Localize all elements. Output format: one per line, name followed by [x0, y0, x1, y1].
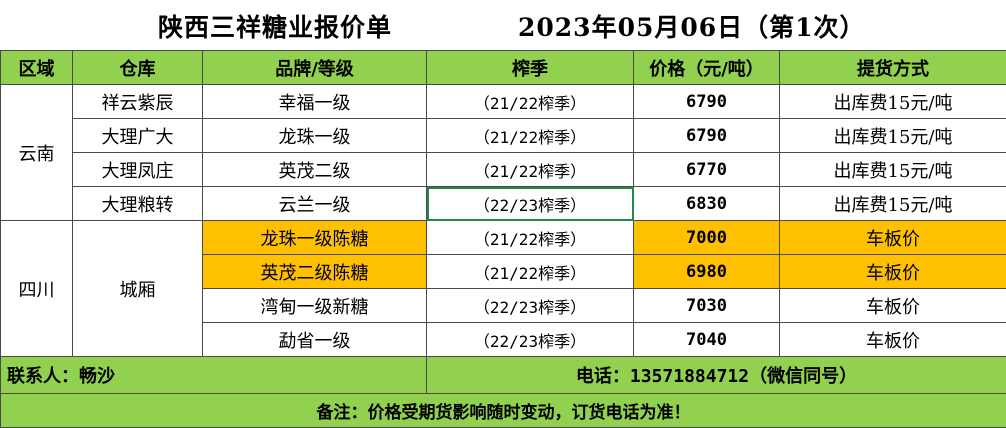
- delivery-cell[interactable]: 车板价: [780, 221, 1006, 255]
- warehouse-cell[interactable]: 大理广大: [73, 119, 203, 153]
- header-region[interactable]: 区域: [1, 51, 73, 85]
- warehouse-cell[interactable]: 城厢: [73, 221, 203, 357]
- note-cell[interactable]: 备注：价格受期货影响随时变动，订货电话为准！: [1, 394, 1006, 428]
- header-warehouse[interactable]: 仓库: [73, 51, 203, 85]
- phone-note: （微信同号）: [749, 366, 857, 387]
- delivery-cell[interactable]: 车板价: [780, 289, 1006, 323]
- price-cell[interactable]: 6770: [634, 153, 780, 187]
- season-cell[interactable]: （22/23榨季）: [427, 289, 634, 323]
- contact-cell[interactable]: 联系人：畅沙: [1, 357, 427, 394]
- delivery-cell[interactable]: 车板价: [780, 255, 1006, 289]
- warehouse-cell[interactable]: 大理粮转: [73, 187, 203, 221]
- price-cell[interactable]: 6830: [634, 187, 780, 221]
- delivery-cell[interactable]: 车板价: [780, 323, 1006, 357]
- price-cell[interactable]: 6980: [634, 255, 780, 289]
- table-row: 大理粮转 云兰一级 （22/23榨季） 6830 出库费15元/吨: [1, 187, 1006, 221]
- price-cell[interactable]: 7040: [634, 323, 780, 357]
- region-sichuan[interactable]: 四川: [1, 221, 73, 357]
- season-cell[interactable]: （21/22榨季）: [427, 153, 634, 187]
- table-row: 云南 祥云紫辰 幸福一级 （21/22榨季） 6790 出库费15元/吨: [1, 85, 1006, 119]
- brand-cell[interactable]: 英茂二级陈糖: [203, 255, 427, 289]
- brand-cell[interactable]: 云兰一级: [203, 187, 427, 221]
- price-table: 区域 仓库 品牌/等级 榨季 价格（元/吨） 提货方式 云南 祥云紫辰 幸福一级…: [0, 50, 1006, 428]
- warehouse-cell[interactable]: 祥云紫辰: [73, 85, 203, 119]
- brand-cell[interactable]: 龙珠一级: [203, 119, 427, 153]
- delivery-cell[interactable]: 出库费15元/吨: [780, 85, 1006, 119]
- season-cell[interactable]: （21/22榨季）: [427, 255, 634, 289]
- price-cell[interactable]: 6790: [634, 119, 780, 153]
- header-row: 区域 仓库 品牌/等级 榨季 价格（元/吨） 提货方式: [1, 51, 1006, 85]
- delivery-cell[interactable]: 出库费15元/吨: [780, 153, 1006, 187]
- season-cell[interactable]: （21/22榨季）: [427, 221, 634, 255]
- brand-cell[interactable]: 英茂二级: [203, 153, 427, 187]
- price-cell[interactable]: 7000: [634, 221, 780, 255]
- date-title: 2023年05月06日（第1次）: [518, 8, 866, 44]
- note-row: 备注：价格受期货影响随时变动，订货电话为准！: [1, 394, 1006, 428]
- delivery-cell[interactable]: 出库费15元/吨: [780, 119, 1006, 153]
- brand-cell[interactable]: 龙珠一级陈糖: [203, 221, 427, 255]
- phone-cell[interactable]: 电话：13571884712（微信同号）: [427, 357, 1006, 394]
- brand-cell[interactable]: 幸福一级: [203, 85, 427, 119]
- delivery-cell[interactable]: 出库费15元/吨: [780, 187, 1006, 221]
- company-title: 陕西三祥糖业报价单: [158, 8, 392, 44]
- contact-row: 联系人：畅沙 电话：13571884712（微信同号）: [1, 357, 1006, 394]
- season-cell[interactable]: （21/22榨季）: [427, 119, 634, 153]
- header-price[interactable]: 价格（元/吨）: [634, 51, 780, 85]
- phone-label: 电话：: [576, 366, 630, 387]
- season-cell[interactable]: （21/22榨季）: [427, 85, 634, 119]
- region-yunnan[interactable]: 云南: [1, 85, 73, 221]
- table-row: 四川 城厢 龙珠一级陈糖 （21/22榨季） 7000 车板价: [1, 221, 1006, 255]
- price-cell[interactable]: 6790: [634, 85, 780, 119]
- table-row: 大理凤庄 英茂二级 （21/22榨季） 6770 出库费15元/吨: [1, 153, 1006, 187]
- phone-number: 13571884712: [630, 366, 749, 387]
- brand-cell[interactable]: 湾甸一级新糖: [203, 289, 427, 323]
- season-cell-selected[interactable]: （22/23榨季）: [427, 187, 634, 221]
- header-brand[interactable]: 品牌/等级: [203, 51, 427, 85]
- table-row: 大理广大 龙珠一级 （21/22榨季） 6790 出库费15元/吨: [1, 119, 1006, 153]
- warehouse-cell[interactable]: 大理凤庄: [73, 153, 203, 187]
- header-delivery[interactable]: 提货方式: [780, 51, 1006, 85]
- price-cell[interactable]: 7030: [634, 289, 780, 323]
- header-season[interactable]: 榨季: [427, 51, 634, 85]
- brand-cell[interactable]: 勐省一级: [203, 323, 427, 357]
- season-cell[interactable]: （22/23榨季）: [427, 323, 634, 357]
- title-bar: 陕西三祥糖业报价单 2023年05月06日（第1次）: [0, 0, 1006, 50]
